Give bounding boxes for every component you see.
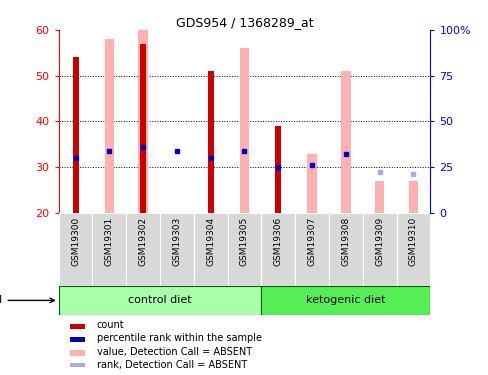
Text: GSM19309: GSM19309 (374, 217, 384, 266)
Bar (227, 213, 261, 286)
Title: GDS954 / 1368289_at: GDS954 / 1368289_at (175, 16, 313, 29)
Text: GSM19302: GSM19302 (139, 217, 147, 266)
Bar (362, 213, 396, 286)
Text: GSM19304: GSM19304 (206, 217, 215, 266)
Bar (408, 181, 417, 213)
Bar (275, 126, 281, 213)
Text: GSM19307: GSM19307 (307, 217, 316, 266)
Bar (59, 286, 261, 315)
Bar (341, 71, 350, 213)
Bar (140, 44, 146, 213)
Text: GSM19300: GSM19300 (71, 217, 80, 266)
Text: GSM19306: GSM19306 (273, 217, 282, 266)
Bar (126, 213, 160, 286)
Bar (374, 181, 384, 213)
Text: protocol: protocol (0, 296, 54, 305)
Bar (207, 71, 213, 213)
Bar (138, 30, 147, 213)
Bar (70, 337, 85, 342)
Bar (92, 213, 126, 286)
Text: GSM19301: GSM19301 (104, 217, 114, 266)
Bar (328, 213, 362, 286)
Text: value, Detection Call = ABSENT: value, Detection Call = ABSENT (97, 346, 251, 357)
Text: count: count (97, 320, 124, 330)
Bar (160, 213, 193, 286)
Bar (72, 57, 79, 213)
Text: GSM19308: GSM19308 (341, 217, 349, 266)
Bar (261, 286, 429, 315)
Bar (307, 153, 316, 213)
Bar (261, 213, 295, 286)
Bar (239, 48, 248, 213)
Text: GSM19310: GSM19310 (408, 217, 417, 266)
Text: rank, Detection Call = ABSENT: rank, Detection Call = ABSENT (97, 360, 246, 370)
Bar (59, 213, 92, 286)
Bar (193, 213, 227, 286)
Bar (70, 350, 85, 355)
Text: ketogenic diet: ketogenic diet (305, 296, 385, 305)
Bar (70, 363, 85, 369)
Text: percentile rank within the sample: percentile rank within the sample (97, 333, 261, 344)
Text: GSM19303: GSM19303 (172, 217, 181, 266)
Bar (104, 39, 114, 213)
Bar (396, 213, 429, 286)
Bar (70, 324, 85, 329)
Bar (295, 213, 328, 286)
Text: GSM19305: GSM19305 (240, 217, 248, 266)
Text: control diet: control diet (128, 296, 191, 305)
